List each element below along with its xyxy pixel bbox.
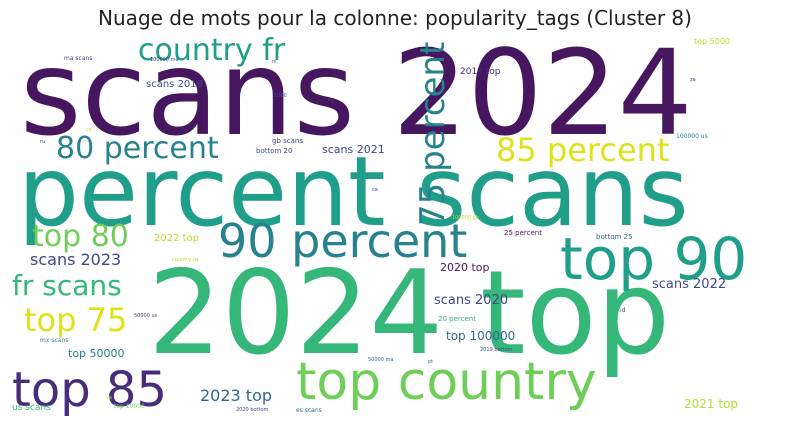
word-100000-us: 100000 us [676,133,708,140]
word-ru: ru [40,139,46,145]
word-scans-2020: scans 2020 [434,293,509,308]
word-75-percent: 75 percent [413,41,453,226]
word-top-50000: top 50000 [68,347,125,360]
word-25-percent: 25 percent [504,229,542,237]
word-gb-scans: gb scans [272,137,303,145]
word-2023-top: 2023 top [200,386,273,405]
word-scans-2021: scans 2021 [322,143,385,156]
word-scans-2024: scans 2024 [20,36,693,162]
word-2021-top: 2021 top [684,397,739,411]
word-85-percent: 85 percent [496,131,670,169]
word-ca: ca [372,187,378,193]
word-80-percent: 80 percent [56,131,219,166]
word-cloud: scans 2024 percent scans 2024 top top co… [10,36,780,421]
word-top-10000: top 10000 [114,403,145,410]
word-2019-top: 2019 top [460,67,501,77]
word-90-percent: 90 percent [218,214,468,268]
word-2019-bottom: 2019 bottom [480,347,513,353]
word-100000-gb: 100000 gb [452,215,480,221]
word-2020-top: 2020 top [440,261,490,274]
word-za: za [690,77,696,83]
word-mx-scans: mx scans [40,337,69,344]
word-50000-us: 50000 us [134,313,158,319]
word-nl: nl [272,59,277,65]
word-percent-scans: percent scans [18,136,689,248]
word-ma-scans: ma scans [64,55,93,62]
word-top-80: top 80 [32,219,129,254]
word-top-90: top 90 [560,225,748,293]
word-scans-2022: scans 2022 [652,277,727,292]
word-country-fr: country fr [138,36,286,68]
word-co: co [86,127,92,133]
word-bottom-20: bottom 20 [256,147,293,155]
word-id: id [620,307,626,314]
chart-title: Nuage de mots pour la colonne: popularit… [98,6,692,30]
word-2024-top: 2024 top [148,246,671,381]
word-pt: pt [428,359,434,365]
word-50000-ma: 50000 ma [368,357,394,363]
word-ng: ng [328,97,335,103]
word-top-85: top 85 [12,362,167,418]
word-bottom-25: bottom 25 [596,233,633,241]
word-top-100000: top 100000 [446,329,516,343]
word-1000: 1000 [274,93,287,99]
word-es-scans: es scans [296,407,322,414]
word-top-country: top country [296,352,597,412]
word-top-75: top 75 [24,301,128,339]
word-scans-2023: scans 2023 [30,250,122,269]
word-100000-ma: 100000 ma [150,57,179,63]
word-2022-top: 2022 top [154,233,200,244]
word-scans-2019: scans 2019 [146,79,204,90]
word-fr-scans: fr scans [12,269,122,302]
word-country-us: country us [172,257,199,263]
word-20-percent: 20 percent [438,315,476,323]
word-top-5000: top 5000 [694,37,731,46]
word-ve: ve [106,395,113,401]
word-2020-bottom: 2020 bottom [236,407,269,413]
word-us-scans: us scans [12,403,51,413]
